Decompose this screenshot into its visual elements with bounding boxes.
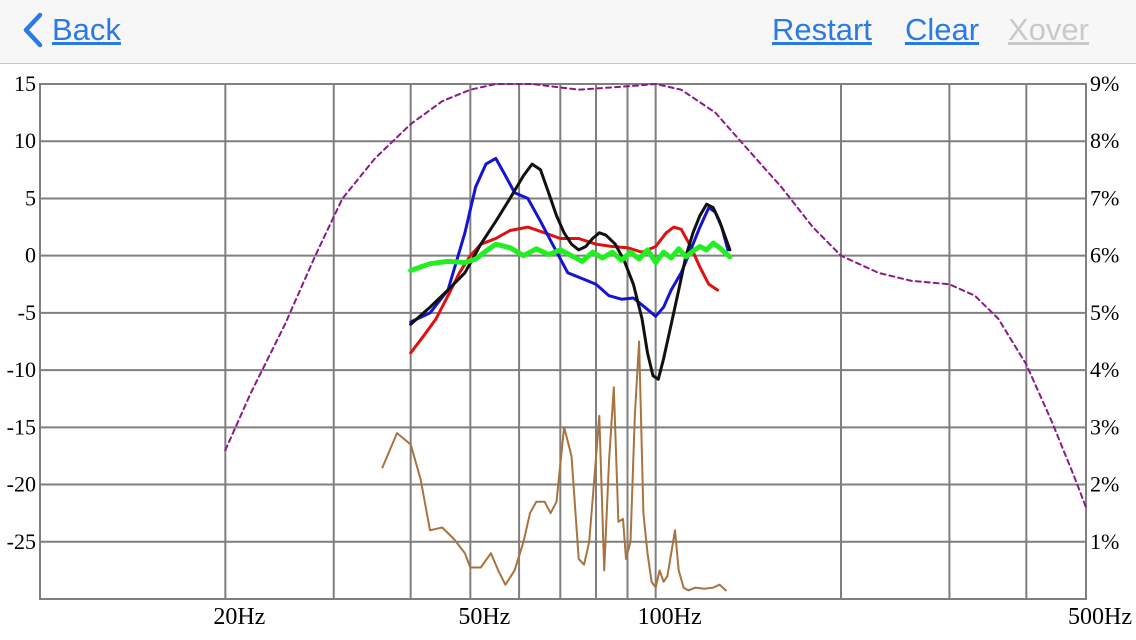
y-right-tick-label: 5% xyxy=(1090,300,1119,325)
y-right-tick-label: 3% xyxy=(1090,414,1119,439)
back-button[interactable]: Back xyxy=(22,10,121,50)
navigation-bar: Back Restart Clear Xover xyxy=(0,0,1136,64)
y-left-tick-label: -10 xyxy=(7,357,36,382)
y-right-tick-label: 6% xyxy=(1090,243,1119,268)
y-right-tick-label: 4% xyxy=(1090,357,1119,382)
y-right-tick-label: 2% xyxy=(1090,472,1119,497)
back-label: Back xyxy=(52,12,121,47)
series-brown xyxy=(381,340,727,592)
y-right-tick-label: 1% xyxy=(1090,529,1119,554)
series-red xyxy=(409,225,719,355)
y-left-tick-label: 10 xyxy=(14,128,36,153)
series-black xyxy=(409,162,732,381)
y-left-tick-label: 0 xyxy=(25,243,36,268)
series-layer xyxy=(224,83,1087,592)
gridlines xyxy=(39,83,1087,600)
series-green xyxy=(408,240,733,273)
x-tick-label: 100Hz xyxy=(638,604,702,630)
series-blue xyxy=(409,156,730,324)
y-left-tick-label: -20 xyxy=(7,472,36,497)
x-tick-label: 50Hz xyxy=(458,604,510,630)
y-left-tick-label: -15 xyxy=(7,414,36,439)
y-left-tick-label: 15 xyxy=(14,71,36,96)
y-left-tick-label: 5 xyxy=(25,185,36,210)
y-left-tick-label: -5 xyxy=(18,300,36,325)
frequency-response-chart: 15 10 5 0 -5 -10 -15 -20 -25 9% 8% 7% 6% 5% 4% 3% 2% 1% 20… xyxy=(7,71,1132,630)
restart-button[interactable]: Restart xyxy=(772,12,872,47)
chevron-left-icon xyxy=(23,12,43,48)
plot-frame xyxy=(39,83,1087,600)
series-purple-dashed xyxy=(224,83,1087,509)
xover-button: Xover xyxy=(1008,12,1089,47)
y-right-tick-label: 8% xyxy=(1090,128,1119,153)
y-right-tick-label: 7% xyxy=(1090,185,1119,210)
clear-button[interactable]: Clear xyxy=(905,12,980,47)
x-tick-label: 20Hz xyxy=(213,604,265,630)
y-left-tick-label: -25 xyxy=(7,529,36,554)
x-tick-label: 500Hz xyxy=(1068,604,1132,630)
y-right-tick-label: 9% xyxy=(1090,71,1119,96)
tick-labels: 15 10 5 0 -5 -10 -15 -20 -25 9% 8% 7% 6% 5% 4% 3% 2% 1% 20… xyxy=(7,71,1132,630)
